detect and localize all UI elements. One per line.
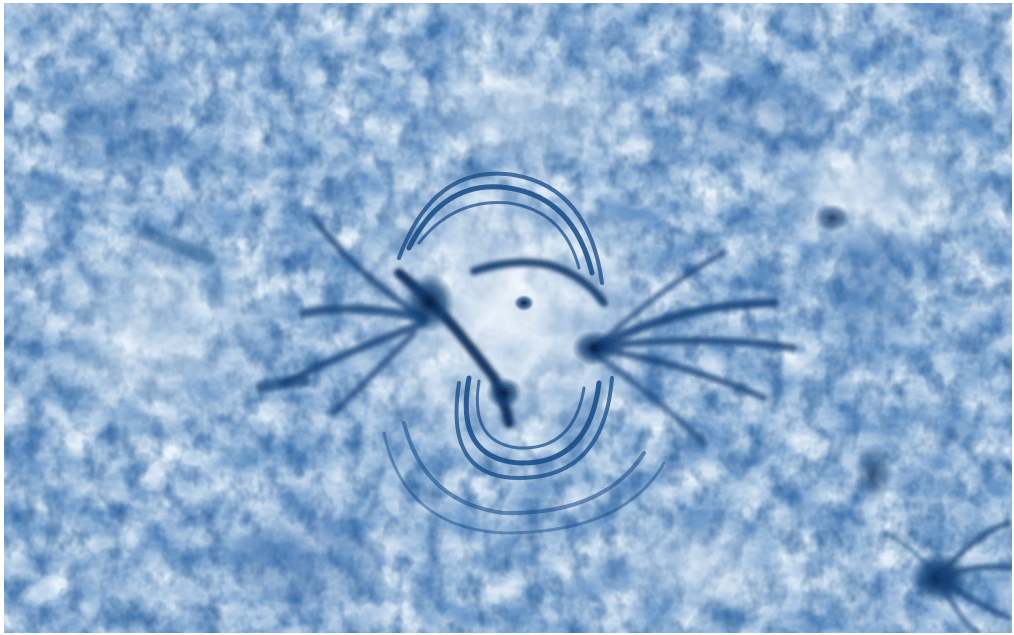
solar-image-canvas (4, 3, 1012, 633)
solar-image (4, 3, 1012, 633)
grain-layer (4, 3, 1012, 633)
